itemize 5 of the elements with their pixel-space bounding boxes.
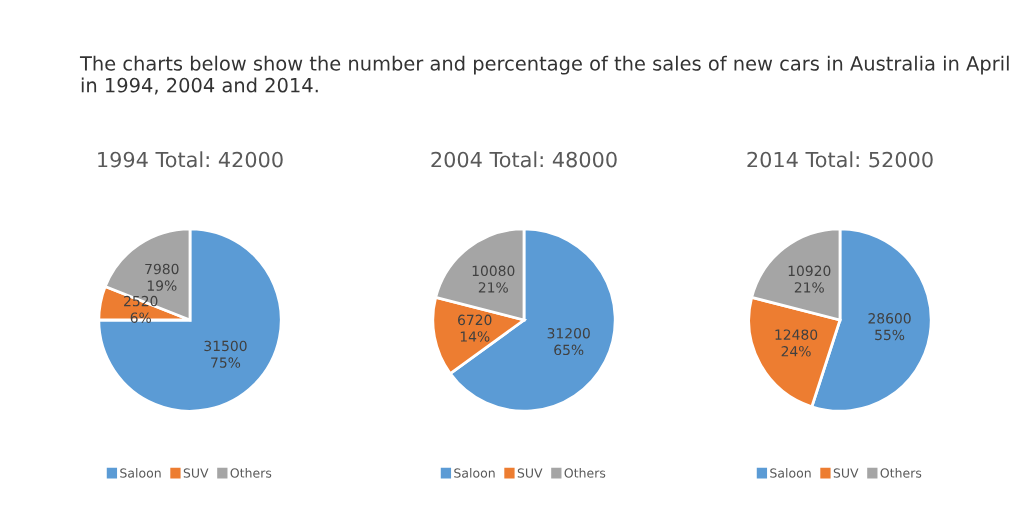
chart-title: 2014 Total: 52000 — [747, 151, 933, 168]
chart-title: 2004 Total: 48000 — [431, 151, 617, 168]
text: The charts below show the number and percentage of the sales of new cars in Australia in April in 1994, 2004 and 2014. — [79, 55, 1009, 95]
chart-title: 1994 Total: 42000 — [98, 151, 283, 168]
pie-slice — [97, 227, 283, 413]
